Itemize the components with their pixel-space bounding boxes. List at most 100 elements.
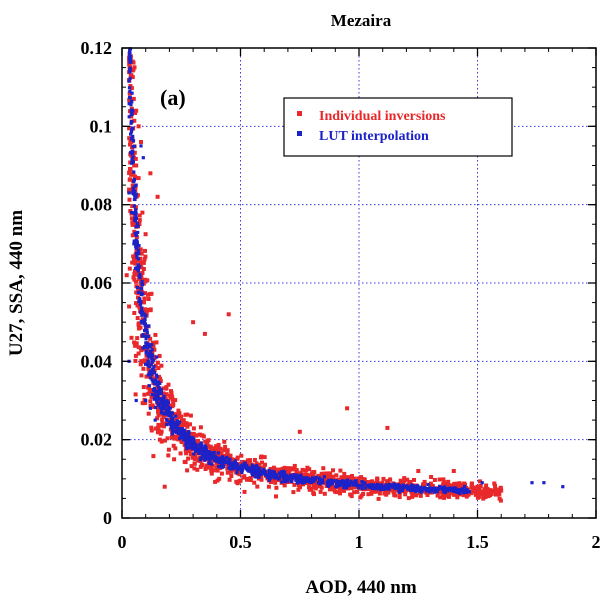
point-individual-inversion xyxy=(442,495,447,500)
point-individual-inversion xyxy=(139,140,143,144)
point-lut-interpolation xyxy=(298,474,302,478)
point-individual-inversion xyxy=(140,270,145,275)
point-lut-interpolation xyxy=(299,478,303,482)
point-lut-interpolation xyxy=(288,473,293,477)
point-lut-interpolation xyxy=(143,323,147,327)
point-lut-interpolation xyxy=(312,479,316,483)
point-lut-interpolation xyxy=(231,464,235,468)
point-lut-interpolation xyxy=(294,478,298,482)
point-individual-inversion xyxy=(153,332,158,337)
point-individual-inversion xyxy=(127,187,132,192)
point-individual-inversion xyxy=(136,345,141,350)
point-lut-interpolation xyxy=(314,475,318,479)
point-lut-interpolation xyxy=(128,55,132,59)
point-individual-inversion xyxy=(188,413,193,418)
point-lut-interpolation xyxy=(152,365,156,369)
point-individual-inversion xyxy=(196,458,201,463)
x-tick-label: 0 xyxy=(118,532,127,552)
point-individual-inversion xyxy=(130,59,135,64)
point-individual-inversion xyxy=(443,493,448,498)
point-individual-inversion xyxy=(339,475,344,480)
point-lut-interpolation xyxy=(362,482,366,486)
point-lut-interpolation xyxy=(313,477,317,481)
point-lut-interpolation xyxy=(376,484,380,489)
point-individual-inversion xyxy=(356,478,361,483)
point-lut-interpolation xyxy=(216,459,220,463)
point-lut-interpolation xyxy=(242,464,246,468)
point-lut-interpolation xyxy=(330,481,334,485)
point-lut-interpolation xyxy=(297,480,301,484)
point-lut-interpolation xyxy=(257,468,261,472)
point-lut-interpolation xyxy=(155,394,159,398)
point-lut-interpolation xyxy=(213,459,217,463)
point-individual-inversion xyxy=(486,491,490,496)
point-individual-inversion xyxy=(129,114,134,119)
point-individual-inversion xyxy=(375,477,380,482)
point-lut-interpolation xyxy=(186,437,190,442)
point-individual-inversion xyxy=(133,343,138,348)
point-individual-inversion xyxy=(311,471,316,476)
point-individual-inversion xyxy=(331,468,335,473)
point-lut-interpolation xyxy=(318,482,322,486)
point-lut-interpolation xyxy=(156,383,160,387)
point-lut-interpolation xyxy=(141,292,145,296)
point-lut-interpolation xyxy=(158,381,162,385)
point-lut-interpolation xyxy=(286,479,290,483)
point-individual-inversion xyxy=(369,480,374,485)
point-individual-inversion xyxy=(159,363,164,368)
point-lut-interpolation xyxy=(251,469,255,473)
point-individual-inversion xyxy=(357,480,362,485)
point-individual-inversion xyxy=(127,126,132,131)
point-lut-interpolation xyxy=(159,391,163,395)
point-lut-interpolation xyxy=(210,462,214,466)
point-lut-interpolation xyxy=(128,57,132,61)
point-lut-interpolation xyxy=(137,250,141,254)
point-lut-interpolation xyxy=(245,464,249,468)
point-individual-inversion xyxy=(483,486,488,491)
point-individual-inversion xyxy=(155,360,160,365)
y-tick-label: 0 xyxy=(103,508,112,528)
point-lut-interpolation xyxy=(144,346,148,350)
point-lut-interpolation xyxy=(208,458,212,462)
point-lut-interpolation xyxy=(212,451,216,455)
point-lut-interpolation xyxy=(258,469,262,473)
point-individual-inversion xyxy=(464,494,469,499)
point-individual-inversion xyxy=(163,438,167,443)
point-individual-inversion xyxy=(146,391,151,396)
point-individual-inversion xyxy=(138,256,143,261)
point-lut-interpolation xyxy=(185,446,189,451)
point-lut-interpolation xyxy=(334,485,339,489)
point-individual-inversion xyxy=(471,485,476,490)
point-lut-interpolation xyxy=(135,255,139,259)
point-lut-interpolation xyxy=(153,382,157,386)
point-individual-inversion xyxy=(285,467,289,472)
point-lut-interpolation xyxy=(225,459,230,463)
point-lut-interpolation xyxy=(264,473,268,477)
point-individual-inversion xyxy=(369,491,374,496)
point-lut-interpolation xyxy=(130,113,134,117)
point-lut-interpolation xyxy=(150,343,154,347)
point-individual-inversion xyxy=(222,448,227,453)
point-individual-inversion xyxy=(492,481,497,486)
point-lut-interpolation xyxy=(248,466,252,470)
point-individual-inversion xyxy=(133,156,138,161)
point-lut-interpolation xyxy=(254,466,258,470)
point-individual-inversion xyxy=(136,326,141,331)
point-individual-inversion xyxy=(148,336,153,341)
point-lut-interpolation xyxy=(168,423,172,427)
point-individual-inversion xyxy=(134,290,139,295)
point-lut-interpolation xyxy=(135,221,139,225)
point-individual-inversion xyxy=(274,485,279,490)
point-lut-interpolation xyxy=(145,324,149,328)
point-individual-inversion xyxy=(200,433,205,438)
point-lut-interpolation xyxy=(458,488,462,492)
point-individual-inversion xyxy=(209,465,214,470)
point-lut-interpolation xyxy=(131,134,135,138)
point-lut-interpolation xyxy=(480,481,484,485)
point-lut-interpolation xyxy=(154,373,158,377)
point-individual-inversion xyxy=(266,484,271,489)
point-individual-inversion xyxy=(432,478,437,482)
point-individual-inversion xyxy=(359,475,364,480)
point-individual-inversion xyxy=(152,376,157,381)
point-lut-interpolation xyxy=(203,444,207,448)
